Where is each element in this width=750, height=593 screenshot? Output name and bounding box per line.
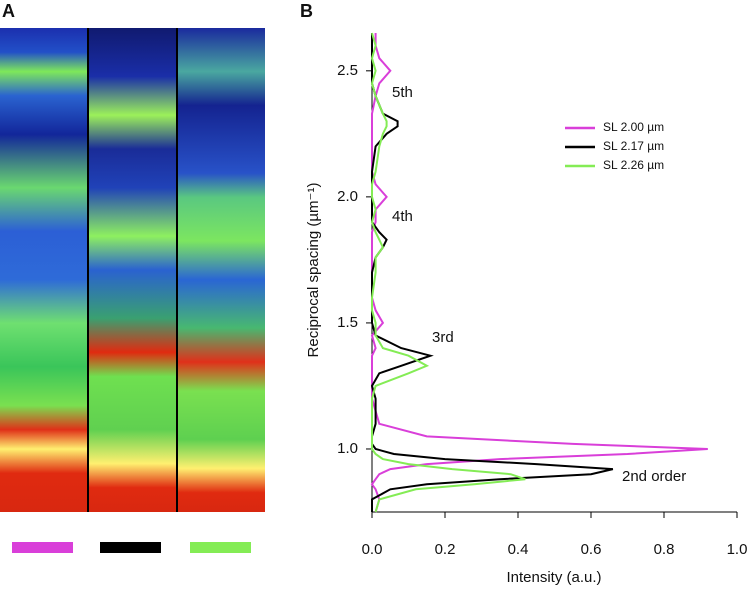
x-tick-label: 1.0 bbox=[727, 541, 748, 558]
lane-color-bar bbox=[190, 542, 251, 553]
y-tick-label: 2.0 bbox=[337, 188, 358, 205]
annotation: 2nd order bbox=[622, 468, 686, 485]
x-tick-label: 0.4 bbox=[508, 541, 529, 558]
lane bbox=[88, 28, 177, 512]
y-tick-label: 1.5 bbox=[337, 314, 358, 331]
series-line bbox=[370, 32, 526, 513]
x-tick-label: 0.0 bbox=[362, 541, 383, 558]
legend-label: SL 2.17 µm bbox=[603, 139, 664, 153]
lane-color-bar bbox=[100, 542, 161, 553]
annotation: 4th bbox=[392, 208, 413, 225]
lane bbox=[177, 28, 265, 512]
y-tick-label: 2.5 bbox=[337, 62, 358, 79]
x-tick-label: 0.2 bbox=[435, 541, 456, 558]
legend-label: SL 2.26 µm bbox=[603, 158, 664, 172]
panel-label: A bbox=[2, 1, 15, 21]
x-axis-label: Intensity (a.u.) bbox=[506, 569, 601, 586]
x-tick-label: 0.6 bbox=[581, 541, 602, 558]
lane-color-bar bbox=[12, 542, 73, 553]
x-tick-label: 0.8 bbox=[654, 541, 675, 558]
y-axis-label: Reciprocal spacing (µm⁻¹) bbox=[305, 183, 322, 358]
panel-label: B bbox=[300, 1, 313, 21]
diffraction-image bbox=[0, 28, 265, 512]
series-line bbox=[370, 33, 708, 513]
annotation: 5th bbox=[392, 84, 413, 101]
lane bbox=[0, 28, 88, 512]
y-tick-label: 1.0 bbox=[337, 440, 358, 457]
legend-label: SL 2.00 µm bbox=[603, 120, 664, 134]
annotation: 3rd bbox=[432, 329, 454, 346]
